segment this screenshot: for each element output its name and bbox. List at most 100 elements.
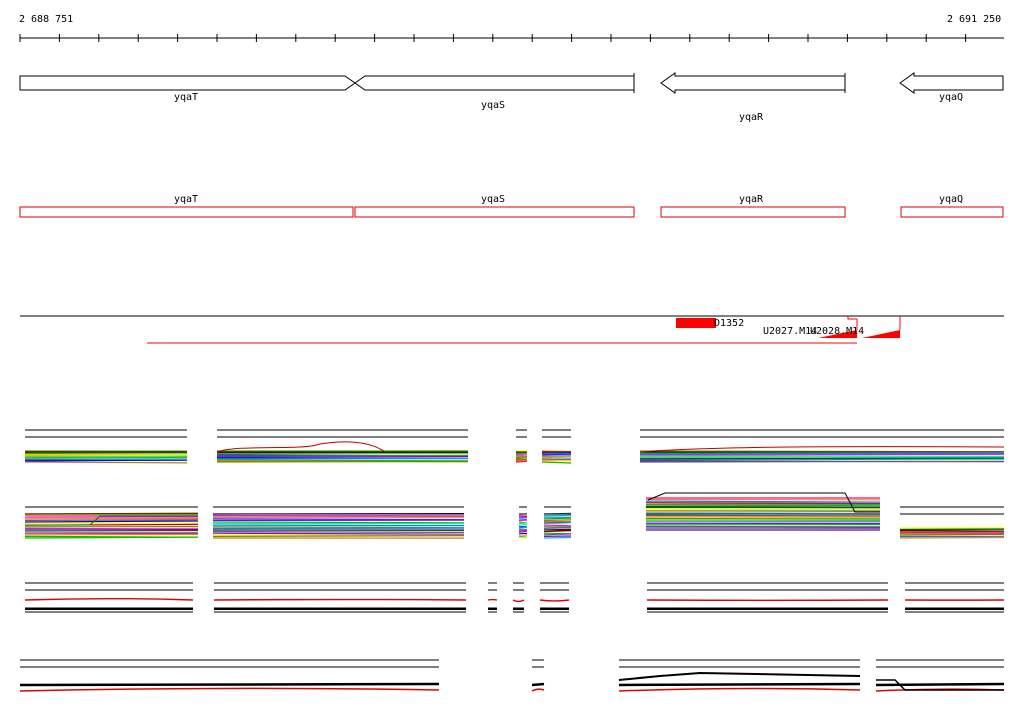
profile-line — [24, 457, 188, 460]
profile-line — [645, 502, 881, 505]
gene-track — [19, 72, 1004, 94]
cds-label-yqaS: yqaS — [481, 194, 506, 205]
profile-band — [518, 506, 528, 539]
gene-arrow-yqaR[interactable] — [660, 72, 846, 94]
profile-line — [543, 517, 572, 520]
profile-line — [531, 688, 545, 692]
coord-start-label: 2 688 751 — [19, 14, 74, 25]
profile-band — [24, 506, 199, 539]
profile-line — [645, 500, 881, 503]
profile-line — [19, 682, 440, 687]
feature-bar-D1352[interactable] — [676, 318, 716, 328]
profile-line — [24, 456, 188, 459]
profile-line — [24, 459, 188, 462]
gene-label-yqaQ: yqaQ — [939, 92, 964, 103]
coord-end-label: 2 691 250 — [947, 14, 1002, 25]
profile-line — [543, 533, 572, 536]
gene-arrow-yqaT[interactable] — [19, 75, 356, 91]
profile-line — [212, 534, 465, 538]
profile-line — [541, 450, 572, 453]
profile-line — [639, 456, 1005, 459]
feature-wedge-U2028[interactable] — [862, 330, 900, 338]
feature-label-D1352: D1352 — [714, 318, 745, 329]
gene-arrow-yqaQ[interactable] — [899, 72, 1004, 94]
profile-line — [518, 515, 528, 517]
profile-line — [639, 452, 1005, 455]
profile-line — [543, 527, 572, 529]
profile-line — [216, 454, 469, 457]
profile-line — [518, 523, 528, 526]
profile-line — [541, 453, 572, 456]
profile-line — [212, 532, 465, 535]
cds-box-yqaR[interactable] — [660, 206, 846, 218]
profile-line — [515, 460, 528, 463]
profile-line — [899, 531, 1005, 534]
profile-line — [212, 521, 465, 524]
profile-line — [518, 526, 528, 529]
profile-line — [539, 599, 570, 602]
profile-band — [543, 506, 572, 539]
profile-line — [216, 460, 469, 463]
profile-line — [639, 458, 1005, 461]
profile-band — [24, 429, 188, 464]
profile-line — [639, 446, 1005, 453]
profile-line — [543, 522, 572, 525]
feature-wedge-U2027[interactable] — [818, 330, 857, 338]
profile-band — [541, 429, 572, 464]
profile-band — [639, 429, 1005, 463]
profile-line — [24, 530, 199, 534]
profile-line — [19, 687, 440, 692]
profile-line — [639, 457, 1005, 460]
cds-box-yqaQ[interactable] — [900, 206, 1004, 218]
profile-line — [647, 492, 880, 513]
profile-line — [216, 441, 386, 453]
profile-line — [618, 687, 861, 692]
profile-line — [639, 460, 1005, 463]
profile-line — [515, 452, 528, 455]
cds-label-yqaT: yqaT — [174, 194, 199, 205]
profile-line — [543, 524, 572, 527]
expression-profiles — [19, 429, 1005, 692]
profile-line — [899, 536, 1005, 539]
profile-line — [541, 461, 572, 464]
profile-line — [24, 455, 188, 458]
profile-band — [899, 506, 1005, 539]
profile-line — [543, 530, 572, 533]
profile-band — [212, 506, 465, 539]
profile-line — [216, 459, 469, 462]
profile-line — [24, 527, 199, 530]
profile-line — [212, 530, 465, 534]
profile-band — [515, 429, 528, 463]
cds-label-yqaR: yqaR — [739, 194, 764, 205]
profile-line — [645, 504, 881, 507]
profile-line — [899, 528, 1005, 531]
cds-label-yqaQ: yqaQ — [939, 194, 964, 205]
feature-label-U2028: U2028.M14 — [810, 326, 865, 337]
profile-line — [24, 519, 199, 522]
profile-line — [25, 515, 198, 526]
profile-line — [531, 682, 545, 687]
gene-arrow-yqaS[interactable] — [354, 75, 635, 91]
feature-track — [20, 315, 1004, 344]
cds-box-yqaT[interactable] — [19, 206, 354, 218]
profile-band — [216, 429, 469, 463]
profile-line — [518, 534, 528, 536]
profile-line — [645, 525, 881, 528]
profile-line — [899, 530, 1005, 533]
profile-line — [618, 671, 861, 681]
profile-line — [645, 510, 881, 513]
profile-line — [212, 518, 465, 521]
gene-label-yqaT: yqaT — [174, 92, 199, 103]
profile-line — [618, 682, 861, 687]
gene-label-yqaR: yqaR — [739, 112, 764, 123]
ruler-ticks — [19, 34, 967, 42]
profile-line — [24, 520, 199, 523]
cds-box-yqaS[interactable] — [354, 206, 635, 218]
profile-line — [24, 536, 199, 539]
profile-line — [24, 461, 188, 464]
profile-line — [24, 597, 194, 601]
profile-line — [212, 526, 465, 529]
profile-line — [541, 457, 572, 460]
profile-line — [543, 519, 572, 521]
